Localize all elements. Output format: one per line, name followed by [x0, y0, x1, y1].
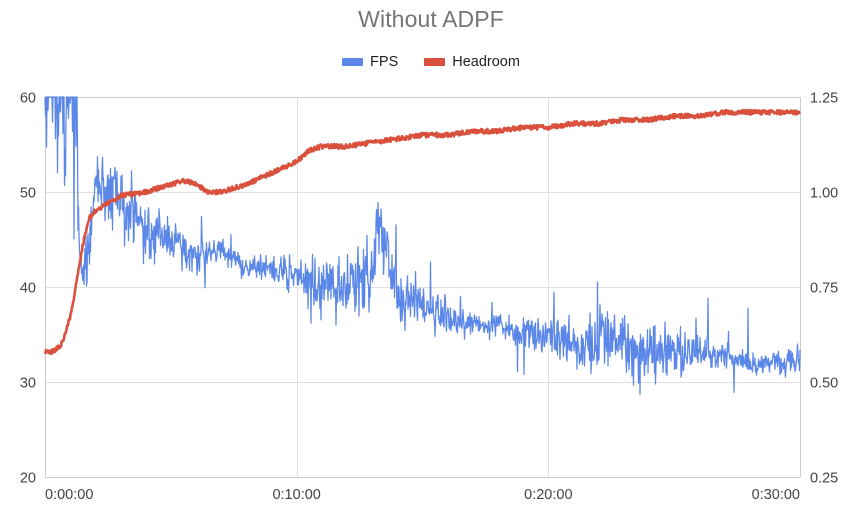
y-right-tick-0.25: 0.25: [810, 471, 838, 487]
y-right-tick-0.50: 0.50: [810, 376, 838, 392]
x-tick-labels: 0:00:00 0:10:00 0:20:00 0:30:00: [45, 487, 800, 503]
y-right-tick-labels: 0.25 0.50 0.75 1.00 1.25: [810, 91, 838, 487]
chart-legend: FPS Headroom: [0, 54, 862, 70]
y-left-tick-50: 50: [20, 186, 36, 202]
x-tick-0-00-00: 0:00:00: [45, 487, 93, 503]
y-left-tick-labels: 20 30 40 50 60: [20, 91, 36, 487]
chart-title: Without ADPF: [358, 6, 504, 32]
y-right-tick-0.75: 0.75: [810, 281, 838, 297]
y-left-tick-30: 30: [20, 376, 36, 392]
series-line-fps: [44, 96, 801, 395]
y-left-tick-20: 20: [20, 471, 36, 487]
y-right-tick-1.25: 1.25: [810, 91, 838, 107]
legend-label-fps: FPS: [370, 54, 399, 70]
legend-swatch-icon-headroom: [424, 58, 446, 66]
y-left-tick-60: 60: [20, 91, 36, 107]
legend-item-headroom[interactable]: Headroom: [424, 54, 520, 70]
series-layer: [43, 96, 802, 395]
axis-lines: [45, 97, 801, 478]
legend-item-fps[interactable]: FPS: [342, 54, 398, 70]
series-line-headroom: [43, 108, 802, 355]
legend-swatch-icon-fps: [342, 58, 364, 66]
legend-label-headroom: Headroom: [452, 54, 520, 70]
gridlines: [45, 97, 801, 478]
x-tick-0-20-00: 0:20:00: [524, 487, 572, 503]
y-right-tick-1.00: 1.00: [810, 186, 838, 202]
x-tick-0-10-00: 0:10:00: [272, 487, 320, 503]
y-left-tick-40: 40: [20, 281, 36, 297]
x-tick-0-30-00: 0:30:00: [752, 487, 800, 503]
